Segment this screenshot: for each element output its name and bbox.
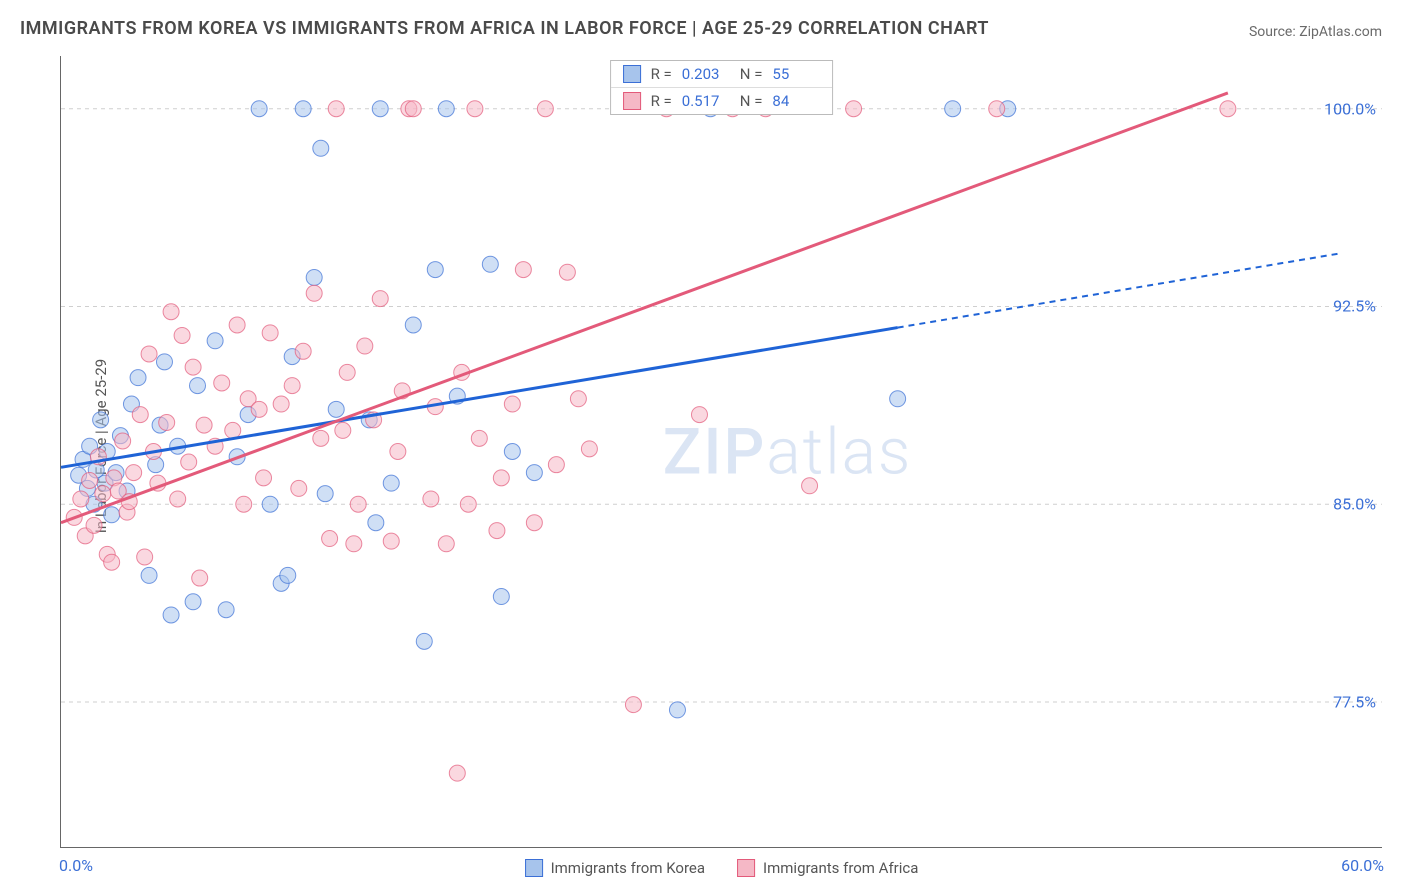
- plot-svg: [61, 56, 1382, 847]
- y-tick-label: 100.0%: [1324, 99, 1376, 118]
- chart-area: ZIPatlas R =0.203N =55R =0.517N =84 0.0%…: [60, 56, 1382, 848]
- chart-title: IMMIGRANTS FROM KOREA VS IMMIGRANTS FROM…: [20, 18, 989, 39]
- stats-swatch: [623, 65, 641, 83]
- stats-r-label: R =: [651, 65, 672, 83]
- source-label: Source: ZipAtlas.com: [1249, 24, 1382, 40]
- legend-swatch: [737, 859, 755, 877]
- stats-n-value: 55: [772, 65, 820, 83]
- legend-label: Immigrants from Korea: [551, 859, 705, 877]
- y-tick-label: 85.0%: [1333, 495, 1376, 514]
- legend-item: Immigrants from Korea: [525, 859, 705, 877]
- legend-swatch: [525, 859, 543, 877]
- y-tick-label: 92.5%: [1333, 297, 1376, 316]
- stats-box: R = 0.203 N = 55 R = 0.517 N = 84: [610, 60, 834, 115]
- stats-n-label: N =: [740, 65, 763, 83]
- stats-n-label: N =: [740, 92, 763, 110]
- x-tick-max: 60.0%: [1341, 856, 1384, 875]
- y-tick-label: 77.5%: [1333, 692, 1376, 711]
- x-tick-min: 0.0%: [59, 856, 93, 875]
- legend-bottom: Immigrants from Korea Immigrants from Afr…: [525, 859, 919, 877]
- stats-r-label: R =: [651, 92, 672, 110]
- stats-row: R = 0.203 N = 55: [611, 61, 833, 87]
- stats-n-value: 84: [772, 92, 820, 110]
- legend-label: Immigrants from Africa: [763, 859, 918, 877]
- stats-row: R = 0.517 N = 84: [611, 87, 833, 114]
- stats-r-value: 0.517: [682, 92, 730, 110]
- legend-item: Immigrants from Africa: [737, 859, 918, 877]
- stats-r-value: 0.203: [682, 65, 730, 83]
- stats-swatch: [623, 92, 641, 110]
